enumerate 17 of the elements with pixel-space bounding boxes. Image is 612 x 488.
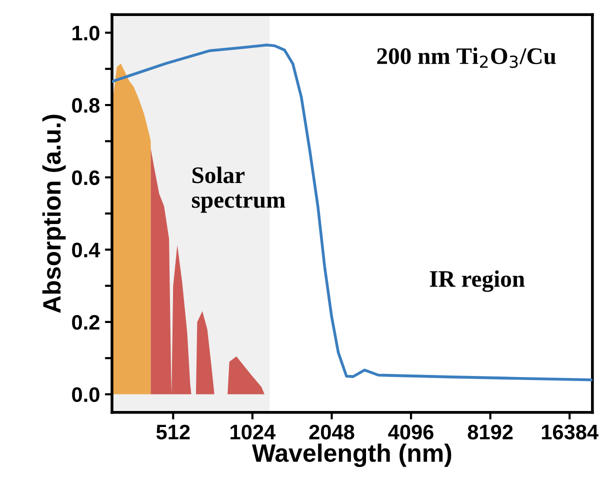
x-tick-label: 4096: [388, 424, 434, 440]
x-tick-label: 16384: [542, 424, 598, 440]
y-tick-label: 0.8: [72, 98, 100, 113]
x-tick-label: 1024: [230, 424, 276, 440]
annotation: IR region: [430, 270, 525, 292]
y-axis-title: Absorption (a.u.): [42, 114, 66, 313]
x-tick-label: 8192: [468, 424, 513, 440]
x-tick-label: 2048: [309, 424, 354, 440]
y-tick-label: 0.0: [72, 387, 100, 402]
y-tick-label: 0.6: [72, 170, 100, 186]
y-tick-label: 0.2: [72, 314, 100, 330]
x-tick-label: 512: [156, 424, 190, 440]
y-tick-label: 1.0: [72, 26, 100, 40]
x-axis-title: Wavelength (nm): [252, 444, 452, 467]
annotation: Solar spectrum: [192, 166, 286, 213]
y-tick-label: 0.4: [72, 242, 100, 258]
annotation: 200 nm Ti$_{2}$O$_{3}$/Cu: [377, 48, 556, 68]
